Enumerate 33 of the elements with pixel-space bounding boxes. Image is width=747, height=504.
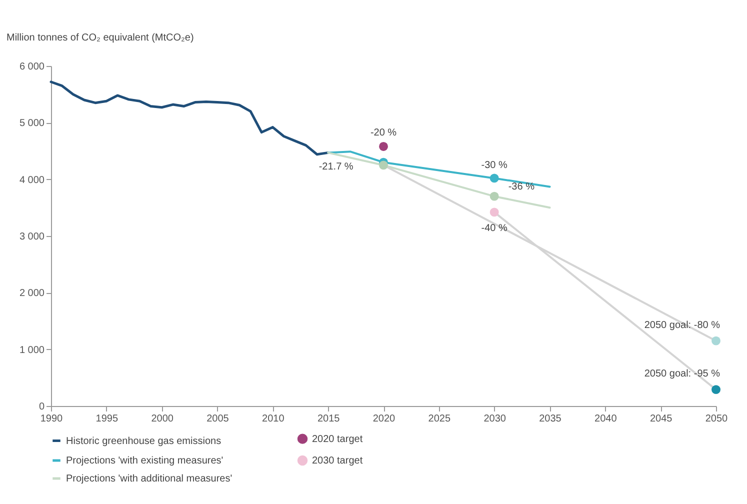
annotation: -36 % xyxy=(508,181,535,192)
x-tick-label: 2000 xyxy=(151,414,174,424)
y-tick-label: 6 000 xyxy=(19,62,45,72)
x-tick-label: 2025 xyxy=(428,414,451,424)
x-tick-label: 2005 xyxy=(206,414,230,424)
x-tick-label: 2040 xyxy=(594,414,618,424)
x-tick-label: 2010 xyxy=(262,414,285,424)
annotation: -21.7 % xyxy=(318,162,354,173)
legend-label: Projections 'with existing measures' xyxy=(66,456,224,466)
y-tick-label: 3 000 xyxy=(19,232,45,242)
x-tick-label: 2015 xyxy=(317,414,340,424)
x-tick-label: 2020 xyxy=(372,414,396,424)
annotation: -40 % xyxy=(481,223,508,234)
y-tick-label: 1 000 xyxy=(19,344,45,356)
legend-label: 2020 target xyxy=(312,434,363,445)
y-tick-label: 4 000 xyxy=(19,174,45,186)
x-tick-label: 2035 xyxy=(539,414,562,424)
annotation: -30 % xyxy=(481,160,508,172)
annotation: 2050 goal: -80 % xyxy=(644,320,720,331)
annotation: 2050 goal: -95 % xyxy=(644,368,720,380)
y-tick-label: 0 xyxy=(38,402,45,412)
x-tick-label: 2050 xyxy=(705,414,728,424)
x-tick-label: 1995 xyxy=(96,414,118,424)
x-tick-label: 2030 xyxy=(484,414,506,424)
legend-label: Projections 'with additional measures' xyxy=(66,474,232,484)
annotation: -20 % xyxy=(370,127,397,138)
x-tick-label: 2045 xyxy=(650,414,673,424)
y-tick-label: 5 000 xyxy=(19,118,45,130)
legend-label: 2030 target xyxy=(312,456,363,466)
legend-label: Historic greenhouse gas emissions xyxy=(66,436,222,447)
y-axis-title: Million tonnes of CO₂ equivalent (MtCO₂e) xyxy=(6,32,194,44)
y-tick-label: 2 000 xyxy=(19,288,45,300)
x-tick-label: 1990 xyxy=(40,414,64,424)
